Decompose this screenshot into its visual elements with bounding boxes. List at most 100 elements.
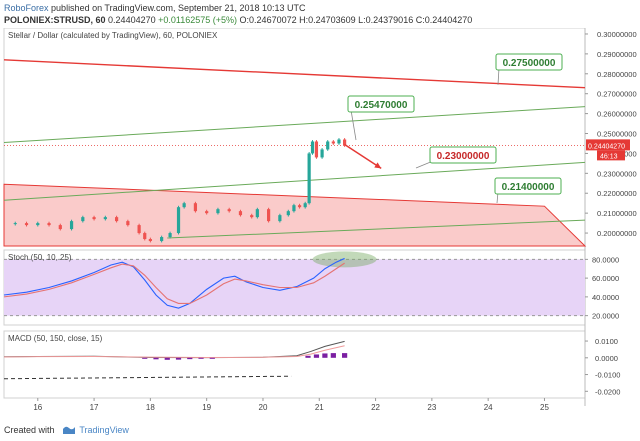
macd-histogram-bar: [322, 353, 328, 358]
macd-series-signal: [3, 345, 345, 358]
price-callout-label: 0.23000000: [437, 151, 490, 162]
macd-pane-title: MACD (50, 150, close, 15): [8, 334, 103, 343]
candle: [148, 239, 152, 242]
candle: [92, 217, 96, 220]
price-callout-label: 0.21400000: [502, 182, 555, 193]
time-axis-label: 25: [540, 403, 549, 412]
price-axis-label: 0.29000000: [597, 50, 637, 59]
candle: [267, 209, 271, 222]
stoch-axis-label: 60.0000: [592, 274, 619, 283]
price-axis-label: 0.20000000: [597, 229, 637, 238]
candle: [168, 233, 172, 238]
stoch-axis-label: 20.0000: [592, 312, 619, 321]
macd-axis-label: 0.0100: [595, 337, 618, 346]
macd-series-macd: [3, 340, 345, 359]
candle: [307, 153, 311, 204]
price-axis-label: 0.30000000: [597, 30, 637, 39]
price-axis-label: 0.27000000: [597, 90, 637, 99]
macd-histogram-bar: [164, 357, 170, 360]
candle: [36, 223, 40, 226]
candle: [337, 139, 341, 144]
candle: [227, 209, 231, 212]
macd-axis-label: 0.0000: [595, 354, 618, 363]
overbought-highlight: [312, 251, 377, 268]
chart-canvas[interactable]: 0.30000000 0.29000000 0.28000000 0.27000000…: [0, 28, 640, 424]
price-axis-label: 0.23000000: [597, 169, 637, 178]
price-axis-label: 0.26000000: [597, 110, 637, 119]
candle: [303, 203, 307, 208]
stoch-series-k: [3, 257, 345, 309]
price-change: +0.01162575 (+5%): [158, 15, 238, 25]
candle: [160, 237, 164, 242]
ohlc-values: O:0.24670072 H:0.24703609 L:0.24379016 C…: [239, 15, 473, 25]
countdown-text: 46:13: [600, 153, 618, 160]
macd-axis-label: -0.0100: [595, 371, 620, 380]
candle: [193, 203, 198, 212]
candle: [343, 139, 347, 146]
time-axis-label: 17: [90, 403, 99, 412]
candle: [326, 141, 330, 150]
macd-histogram-bar: [313, 354, 320, 358]
candle: [24, 223, 29, 226]
macd-histogram-bar: [330, 353, 336, 358]
candle: [286, 211, 290, 216]
candle: [137, 225, 141, 234]
stoch-series-d: [3, 262, 345, 304]
channel-bottom-line: [167, 219, 586, 239]
candle: [13, 223, 17, 225]
time-axis-label: 24: [484, 403, 493, 412]
created-with-text: Created with: [4, 425, 55, 435]
last-price-badge: [586, 139, 630, 151]
time-axis-label: 19: [202, 403, 211, 412]
candle: [238, 211, 243, 216]
tradingview-link[interactable]: TradingView: [79, 425, 129, 435]
candle: [69, 221, 74, 230]
candle: [114, 217, 119, 222]
candle: [297, 205, 302, 208]
resistance-line: [3, 59, 586, 89]
forecast-arrow: [344, 143, 382, 169]
stoch-pane-title: Stoch (50, 10, 25): [8, 253, 72, 262]
price-callout-label: 0.27500000: [503, 58, 556, 69]
last-price: 0.24404270: [108, 15, 156, 25]
time-axis-label: 16: [33, 403, 42, 412]
price-pane-title: Stellar / Dollar (calculated by TradingV…: [8, 31, 218, 40]
candle: [314, 141, 319, 158]
candle: [58, 225, 62, 230]
triangle-zone: [3, 183, 587, 247]
candle: [216, 209, 220, 214]
author-link[interactable]: RoboForex: [4, 3, 49, 13]
price-axis-label: 0.25000000: [597, 130, 637, 139]
macd-histogram-bar: [198, 357, 204, 359]
candle: [182, 203, 186, 208]
macd-histogram-bar: [342, 353, 348, 358]
price-callout: [494, 177, 562, 195]
footer: Created with TradingView: [4, 424, 129, 435]
macd-histogram-bar: [305, 355, 311, 358]
forecast-arrow-head: [374, 162, 382, 169]
last-price-badge-text: 0.24404270: [588, 143, 625, 150]
macd-histogram-bar: [187, 357, 193, 360]
symbol-label: POLONIEX:STRUSD, 60: [4, 15, 106, 25]
price-axis-label: 0.21000000: [597, 209, 637, 218]
published-text: published on TradingView.com, September …: [51, 3, 306, 13]
candle: [81, 217, 85, 222]
candle: [255, 209, 259, 218]
macd-histogram-bar: [153, 357, 159, 360]
channel-middle-line: [3, 161, 586, 201]
price-callout: [495, 53, 563, 71]
countdown-badge: [597, 150, 625, 161]
time-axis-label: 23: [427, 403, 436, 412]
time-axis-label: 20: [259, 403, 268, 412]
time-axis-label: 22: [371, 403, 380, 412]
chart-header: RoboForex published on TradingView.com, …: [0, 0, 640, 30]
price-callout: [347, 95, 415, 113]
price-callout-label: 0.25470000: [355, 100, 408, 111]
macd-axis-label: -0.0200: [595, 387, 620, 396]
callout-connector: [350, 109, 357, 141]
candle: [205, 211, 209, 214]
macd-histogram-bar: [175, 357, 182, 360]
candle: [278, 215, 282, 222]
candle: [331, 141, 335, 144]
candle: [176, 207, 181, 234]
